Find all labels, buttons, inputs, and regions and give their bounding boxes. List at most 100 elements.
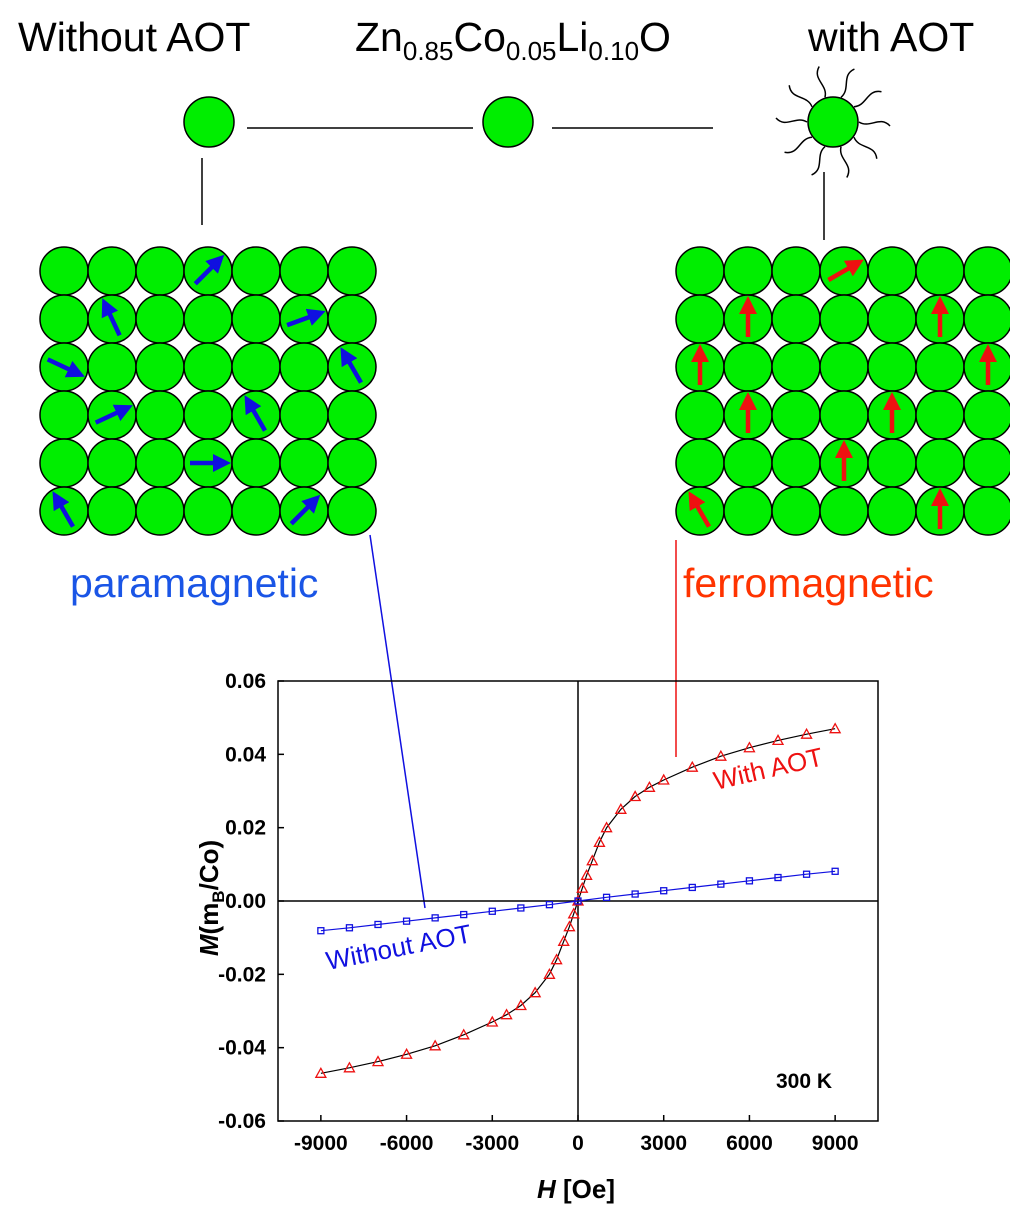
data-point bbox=[314, 1066, 327, 1078]
y-tick-label: 0.02 bbox=[225, 817, 266, 840]
nanoparticle bbox=[231, 438, 281, 488]
nanoparticle bbox=[675, 390, 725, 440]
data-point bbox=[400, 1047, 413, 1059]
nanoparticle bbox=[819, 486, 869, 536]
nanoparticle bbox=[279, 438, 329, 488]
spin-arrow bbox=[340, 347, 363, 384]
data-point bbox=[600, 821, 613, 833]
spin-arrow bbox=[244, 395, 267, 432]
x-tick-label: 3000 bbox=[640, 1132, 687, 1155]
nanoparticle bbox=[279, 246, 329, 296]
data-point bbox=[457, 1028, 470, 1040]
y-axis-label: M(mB/Co) bbox=[194, 840, 228, 956]
spin-arrow bbox=[94, 404, 133, 425]
nanoparticle bbox=[915, 438, 965, 488]
nanoparticle bbox=[327, 486, 377, 536]
nanoparticle bbox=[279, 342, 329, 392]
aot-tail bbox=[853, 90, 882, 108]
y-tick-label: -0.04 bbox=[218, 1037, 266, 1060]
data-point bbox=[774, 873, 782, 882]
data-point bbox=[317, 927, 325, 935]
nanoparticle bbox=[135, 438, 185, 488]
nanoparticle bbox=[819, 294, 869, 344]
nanoparticle bbox=[327, 438, 377, 488]
nanoparticle bbox=[87, 438, 137, 488]
nanoparticle bbox=[723, 438, 773, 488]
nanoparticle bbox=[771, 390, 821, 440]
nanoparticle bbox=[675, 294, 725, 344]
nanoparticle bbox=[819, 390, 869, 440]
particle-middle bbox=[482, 96, 534, 148]
nanoparticle bbox=[915, 390, 965, 440]
data-point bbox=[829, 722, 842, 734]
aot-tail bbox=[788, 85, 813, 108]
temperature-annotation: 300 K bbox=[776, 1070, 832, 1093]
aot-tail bbox=[853, 136, 878, 159]
particle-bare bbox=[183, 96, 235, 148]
data-point bbox=[488, 907, 496, 915]
y-tick-label: 0.00 bbox=[225, 890, 266, 913]
nanoparticle bbox=[819, 342, 869, 392]
nanoparticle bbox=[231, 294, 281, 344]
nanoparticle bbox=[771, 342, 821, 392]
data-point bbox=[576, 881, 589, 893]
aot-tail bbox=[839, 146, 850, 178]
x-axis-ticks: -9000 -6000 -3000 0 3000 6000 9000 bbox=[294, 1115, 859, 1155]
data-point bbox=[374, 920, 382, 929]
data-point bbox=[631, 890, 639, 898]
with-aot-title: with AOT bbox=[807, 14, 974, 60]
aot-surfactant-tails bbox=[775, 66, 891, 178]
paramagnetic-label: paramagnetic bbox=[70, 560, 318, 606]
nanoparticle bbox=[183, 390, 233, 440]
x-tick-label: 0 bbox=[572, 1132, 584, 1155]
data-point bbox=[343, 1061, 356, 1073]
data-point bbox=[371, 1055, 385, 1067]
data-point bbox=[802, 870, 811, 878]
data-point bbox=[629, 790, 642, 802]
spin-arrow bbox=[688, 491, 711, 528]
data-point bbox=[486, 1015, 499, 1027]
data-point bbox=[660, 887, 668, 895]
nanoparticle bbox=[39, 246, 89, 296]
nanoparticle bbox=[135, 342, 185, 392]
nanoparticle bbox=[183, 486, 233, 536]
data-point bbox=[602, 893, 611, 901]
data-point bbox=[800, 727, 813, 739]
spin-arrow bbox=[827, 259, 864, 282]
data-point bbox=[500, 1008, 513, 1020]
data-point bbox=[429, 1039, 442, 1051]
lattice-left bbox=[39, 246, 377, 536]
nanoparticle bbox=[771, 246, 821, 296]
aot-tail bbox=[840, 68, 855, 98]
data-point bbox=[345, 924, 354, 932]
data-point bbox=[543, 967, 556, 979]
data-point bbox=[550, 953, 563, 965]
data-point bbox=[529, 986, 542, 998]
data-point bbox=[431, 914, 439, 922]
nanoparticle bbox=[231, 486, 281, 536]
data-series bbox=[314, 722, 842, 1078]
nanoparticle bbox=[135, 486, 185, 536]
data-point bbox=[567, 907, 580, 919]
data-point bbox=[745, 877, 754, 885]
nanoparticle bbox=[87, 246, 137, 296]
particle-coated bbox=[807, 96, 859, 148]
nanoparticle bbox=[135, 246, 185, 296]
nanoparticle bbox=[867, 246, 917, 296]
nanoparticle bbox=[963, 246, 1010, 296]
data-point bbox=[643, 780, 656, 792]
nanoparticle bbox=[963, 438, 1010, 488]
nanoparticle bbox=[867, 486, 917, 536]
data-point bbox=[517, 904, 525, 912]
data-point bbox=[714, 749, 727, 761]
nanoparticle bbox=[279, 390, 329, 440]
spin-arrow bbox=[52, 491, 75, 528]
data-point bbox=[686, 760, 699, 772]
without-aot-title: Without AOT bbox=[18, 14, 250, 60]
x-tick-label: 6000 bbox=[726, 1132, 773, 1155]
nanoparticle bbox=[327, 294, 377, 344]
ferromagnetic-label: ferromagnetic bbox=[683, 560, 934, 606]
nanoparticle bbox=[963, 294, 1010, 344]
x-tick-label: 9000 bbox=[812, 1132, 859, 1155]
